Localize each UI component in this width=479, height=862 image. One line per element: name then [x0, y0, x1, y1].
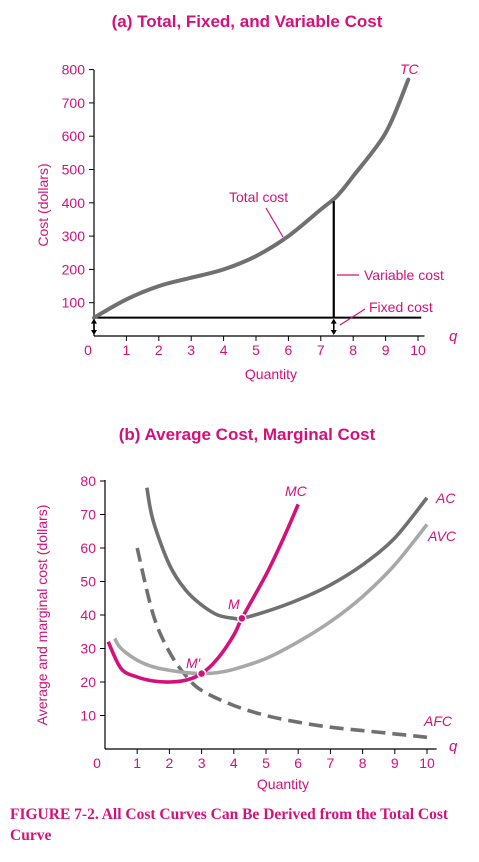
panel-b-ytick-label: 80 [80, 473, 96, 489]
panel-a-xtick-label: 2 [155, 342, 163, 358]
fixed-cost-leader [339, 308, 366, 326]
panel-a-xtick-label: 4 [220, 342, 228, 358]
charts-svg: (a) Total, Fixed, and Variable Cost Cost… [34, 12, 458, 792]
panel-a-ytick-label: 500 [62, 162, 86, 178]
panel-b-ytick-label: 50 [80, 574, 96, 590]
point-m-prime-label: M′ [186, 655, 202, 671]
panel-b-xtick-label: 3 [198, 755, 206, 771]
point-m [237, 613, 247, 624]
fixed-cost-arrow-at-q-head-up [330, 318, 337, 324]
panel-b-xtick-label: 0 [93, 755, 101, 771]
ac-curve [145, 487, 429, 621]
panel-a-xlabel: Quantity [245, 366, 297, 382]
panel-b-xlabel: Quantity [257, 776, 309, 792]
panel-b-xtick-label: 7 [327, 755, 335, 771]
panel-b-ytick-label: 40 [80, 607, 96, 623]
point-m-label: M [228, 596, 240, 612]
panel-b-ytick-label: 10 [80, 708, 96, 724]
panel-a-xtick-label: 8 [349, 342, 357, 358]
afc-curve [135, 547, 428, 740]
panel-a-ytick-label: 700 [62, 95, 86, 111]
panel-b-ytick-label: 30 [80, 641, 96, 657]
variable-cost-label: Variable cost [364, 267, 444, 283]
afc-label: AFC [423, 713, 453, 729]
fixed-cost-arrow-origin-head-down [91, 330, 97, 335]
mc-label: MC [285, 483, 308, 499]
panel-b-average-marginal-cost: (b) Average Cost, Marginal Cost Average … [34, 425, 458, 792]
panel-b-xtick-label: 6 [294, 755, 302, 771]
panel-a-xtick-label: 10 [410, 342, 426, 358]
panel-b-ytick-label: 70 [80, 507, 96, 523]
caption-label: FIGURE 7-2. [10, 806, 99, 823]
panel-b-xtick-label: 8 [359, 755, 367, 771]
fixed-cost-arrow-origin-head-up [91, 318, 97, 324]
fixed-cost-arrow-at-q-head-down [330, 330, 337, 335]
panel-a-ytick-label: 800 [62, 62, 86, 78]
panel-b-ylabel: Average and marginal cost (dollars) [34, 505, 50, 726]
panel-b-x-axis-symbol: q [449, 738, 458, 755]
figure-caption: FIGURE 7-2. All Cost Curves Can Be Deriv… [10, 804, 470, 846]
panel-a-ytick-label: 400 [62, 195, 86, 211]
panel-a-ytick-label: 200 [62, 261, 86, 277]
ac-label: AC [435, 490, 456, 506]
tc-label: TC [400, 61, 420, 77]
total-cost-leader [265, 207, 284, 238]
avc-label: AVC [427, 528, 457, 544]
panel-b-xtick-label: 2 [166, 755, 174, 771]
panel-a-total-cost: (a) Total, Fixed, and Variable Cost Cost… [35, 12, 458, 382]
panel-b-xtick-label: 10 [419, 755, 435, 771]
panel-a-xtick-label: 0 [84, 342, 92, 358]
panel-b-ytick-label: 60 [80, 540, 96, 556]
panel-a-ytick-label: 100 [62, 295, 86, 311]
panel-a-xtick-label: 5 [252, 342, 260, 358]
panel-a-ytick-label: 600 [62, 128, 86, 144]
panel-b-xtick-label: 4 [230, 755, 238, 771]
panel-b-title: (b) Average Cost, Marginal Cost [119, 425, 376, 444]
point-m-prime [196, 668, 207, 679]
total-cost-label: Total cost [229, 189, 288, 205]
panel-a-x-axis-symbol: q [449, 328, 458, 345]
panel-a-title: (a) Total, Fixed, and Variable Cost [112, 12, 383, 31]
panel-a-xtick-label: 9 [382, 342, 390, 358]
panel-a-xtick-label: 3 [187, 342, 195, 358]
caption-text: All Cost Curves Can Be Derived from the … [10, 806, 449, 844]
panel-a-xtick-label: 7 [317, 342, 325, 358]
panel-b-xtick-label: 1 [133, 755, 141, 771]
panel-b-xtick-label: 9 [391, 755, 399, 771]
fixed-cost-label: Fixed cost [369, 299, 433, 315]
panel-a-ytick-label: 300 [62, 228, 86, 244]
panel-a-ylabel: Cost (dollars) [35, 163, 51, 246]
panel-a-xtick-label: 6 [285, 342, 293, 358]
panel-b-xtick-label: 5 [262, 755, 270, 771]
panel-a-xtick-label: 1 [123, 342, 131, 358]
avc-curve [113, 523, 429, 676]
total-cost-curve [92, 77, 411, 320]
panel-b-ytick-label: 20 [80, 674, 96, 690]
